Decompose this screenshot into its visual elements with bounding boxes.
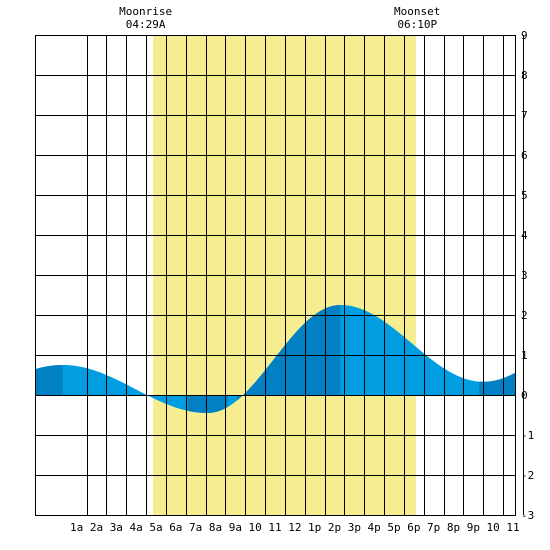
- x-tick-label: 11: [268, 521, 281, 534]
- x-tick-label: 8a: [209, 521, 222, 534]
- x-tick-label: 10: [249, 521, 262, 534]
- y-tick-label: -2: [521, 469, 534, 482]
- plot-border: [35, 35, 516, 516]
- tide-area: [35, 305, 515, 413]
- x-tick-label: 6p: [407, 521, 420, 534]
- x-tick-label: 1a: [70, 521, 83, 534]
- y-tick-label: 1: [521, 349, 528, 362]
- y-tick-label: 4: [521, 229, 528, 242]
- x-tick-label: 4a: [130, 521, 143, 534]
- x-tick-label: 7p: [427, 521, 440, 534]
- y-tick-label: 8: [521, 69, 528, 82]
- x-tick-label: 5p: [387, 521, 400, 534]
- y-tick-label: 3: [521, 269, 528, 282]
- tide-fill-dark: [479, 372, 515, 395]
- y-tick-label: 5: [521, 189, 528, 202]
- x-tick-label: 2p: [328, 521, 341, 534]
- y-axis-labels: -3 -2 -1 0 1 2 3 4 5 6 7 8 9: [521, 29, 534, 522]
- x-tick-label: 1p: [308, 521, 321, 534]
- grid: [35, 35, 524, 516]
- moonrise-label: Moonrise: [119, 5, 172, 18]
- x-tick-label: 7a: [189, 521, 202, 534]
- y-tick-label: -3: [521, 509, 534, 522]
- x-tick-label: 12: [288, 521, 301, 534]
- tide-fill-dark: [35, 365, 63, 395]
- x-tick-label: 3a: [110, 521, 123, 534]
- x-tick-label: 4p: [368, 521, 381, 534]
- y-tick-label: 0: [521, 389, 528, 402]
- y-tick-label: -1: [521, 429, 534, 442]
- x-tick-label: 6a: [169, 521, 182, 534]
- x-tick-label: 9p: [467, 521, 480, 534]
- tide-fill-dark: [187, 395, 228, 413]
- x-axis-labels: 1a 2a 3a 4a 5a 6a 7a 8a 9a 10 11 12 1p 2p 3p 4p 5p 6p 7p 8p…: [70, 521, 520, 534]
- y-tick-label: 7: [521, 109, 528, 122]
- moonrise-time: 04:29A: [126, 18, 166, 31]
- tide-fill-dark: [237, 305, 341, 401]
- y-tick-label: 2: [521, 309, 528, 322]
- x-tick-label: 11: [506, 521, 519, 534]
- x-tick-label: 3p: [348, 521, 361, 534]
- moonset-time: 06:10P: [397, 18, 437, 31]
- y-tick-label: 9: [521, 29, 528, 42]
- x-tick-label: 5a: [149, 521, 162, 534]
- x-tick-label: 2a: [90, 521, 103, 534]
- x-tick-label: 8p: [447, 521, 460, 534]
- x-tick-label: 10: [487, 521, 500, 534]
- y-tick-label: 6: [521, 149, 528, 162]
- x-tick-label: 9a: [229, 521, 242, 534]
- moonset-label: Moonset: [394, 5, 440, 18]
